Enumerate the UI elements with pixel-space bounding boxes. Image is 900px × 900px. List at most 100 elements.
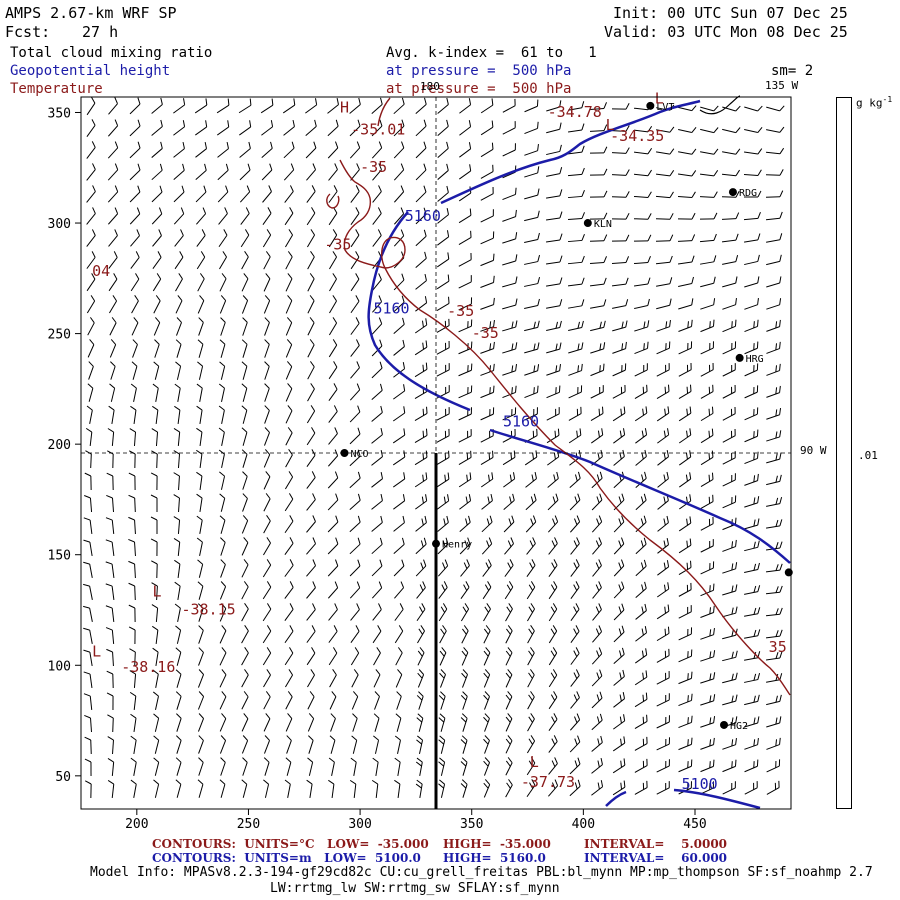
barb-flag — [668, 648, 670, 656]
barb-flag — [175, 691, 182, 697]
barb-shaft — [744, 325, 758, 333]
barb-flag — [779, 452, 782, 460]
barb-shaft — [176, 322, 182, 336]
barb-flag — [537, 385, 539, 393]
barb-flag — [625, 277, 629, 285]
barb-shaft — [700, 700, 714, 706]
barb-flag — [416, 757, 423, 763]
barb-flag — [668, 693, 670, 700]
barb-shaft — [393, 103, 405, 115]
wind-barb — [460, 581, 470, 600]
barb-flag — [265, 691, 271, 698]
barb-shaft — [744, 722, 758, 728]
barb-flag — [775, 431, 778, 439]
barb-shaft — [459, 104, 471, 114]
barb-flag — [507, 713, 513, 719]
wind-barb — [327, 449, 339, 467]
barb-flag — [416, 717, 423, 723]
barb-flag — [225, 163, 229, 171]
barb-flag — [136, 207, 141, 215]
barb-flag — [709, 343, 711, 350]
barb-flag — [308, 713, 315, 719]
barb-flag — [753, 695, 756, 703]
barb-flag — [135, 273, 140, 280]
barb-flag — [199, 273, 205, 280]
barb-shaft — [678, 589, 692, 597]
barb-flag — [712, 341, 714, 349]
wind-barb — [611, 169, 630, 176]
wind-barb — [174, 559, 181, 579]
wind-barb — [107, 185, 119, 203]
wind-barb — [699, 212, 718, 220]
wind-barb — [678, 319, 693, 332]
barb-flag — [779, 519, 783, 526]
wind-barb — [505, 757, 513, 776]
barb-flag — [377, 229, 382, 236]
barb-shaft — [656, 390, 670, 400]
wind-barb — [678, 759, 693, 773]
wind-barb — [722, 319, 737, 333]
wind-barb — [130, 713, 137, 732]
barb-flag — [668, 671, 670, 678]
wind-barb — [263, 273, 271, 292]
wind-barb — [174, 229, 184, 247]
barb-flag — [85, 450, 92, 455]
barb-shaft — [89, 431, 93, 447]
barb-shaft — [154, 366, 160, 380]
barb-flag — [174, 581, 181, 587]
wind-barb — [129, 97, 141, 115]
barb-flag — [462, 691, 468, 697]
wind-barb — [766, 474, 782, 486]
wind-barb — [591, 735, 603, 752]
barb-flag — [712, 384, 714, 392]
barb-flag — [712, 363, 714, 370]
wind-barb — [128, 626, 136, 645]
barb-flag — [447, 494, 450, 501]
barb-flag — [289, 515, 294, 522]
wind-barb — [437, 559, 449, 577]
barb-flag — [153, 735, 160, 741]
barb-flag — [129, 648, 136, 653]
barb-shaft — [656, 699, 670, 707]
wind-barb — [765, 169, 784, 176]
wind-barb — [656, 363, 670, 377]
wind-barb — [417, 625, 425, 644]
barb-shaft — [546, 326, 560, 332]
wind-barb — [153, 735, 160, 754]
barb-flag — [735, 212, 740, 219]
barb-shaft — [285, 388, 293, 402]
barb-shaft — [371, 500, 383, 510]
barb-flag — [757, 716, 760, 724]
barb-flag — [753, 782, 755, 790]
wind-barb — [524, 254, 541, 265]
wind-barb — [657, 450, 670, 466]
wind-barb — [219, 691, 227, 710]
barb-shaft — [635, 434, 647, 444]
barb-flag — [154, 317, 161, 323]
barb-flag — [713, 605, 715, 613]
barb-flag — [114, 97, 118, 104]
y-tick-label: 200 — [48, 438, 71, 453]
wind-barb — [656, 715, 670, 729]
barb-flag — [665, 364, 667, 372]
wind-barb — [262, 185, 272, 203]
barb-flag — [775, 652, 779, 659]
barb-shaft — [440, 718, 446, 732]
barb-flag — [731, 474, 733, 482]
barb-flag — [196, 427, 203, 433]
barb-shaft — [241, 718, 249, 732]
barb-flag — [669, 319, 671, 327]
wind-barb — [480, 187, 494, 201]
wind-barb — [152, 383, 159, 402]
wind-barb — [591, 493, 603, 511]
barb-flag — [531, 559, 536, 566]
barb-flag — [489, 343, 492, 351]
wind-barb — [744, 759, 759, 773]
barb-flag — [686, 430, 688, 438]
barb-shaft — [220, 344, 226, 358]
barb-shaft — [633, 129, 649, 133]
wind-barb — [502, 187, 517, 201]
barb-flag — [444, 430, 447, 438]
barb-flag — [380, 405, 383, 413]
barb-shaft — [393, 125, 405, 137]
